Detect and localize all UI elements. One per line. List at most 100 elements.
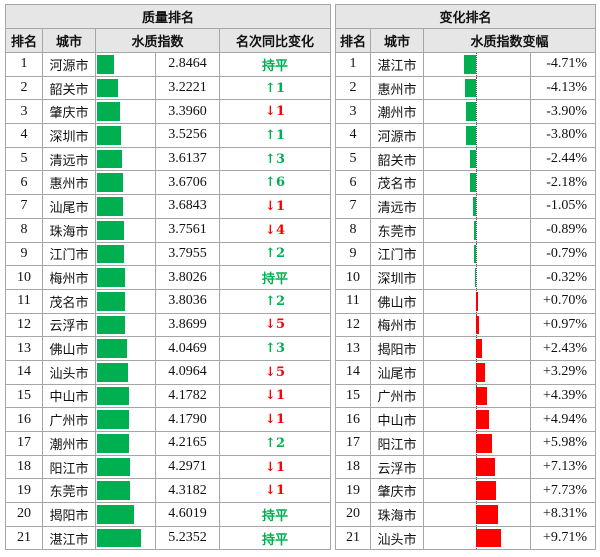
rank-cell: 4 (5, 123, 43, 148)
change-value: -4.71% (529, 52, 597, 77)
index-bar-cell (95, 75, 156, 101)
table-row: 6 茂名市 -2.18% (335, 170, 597, 196)
rank-change: ↓1 (218, 407, 332, 432)
city-cell: 东莞市 (42, 478, 96, 504)
table-row: 14 汕头市 4.0964 ↓5 (5, 359, 332, 385)
index-bar-cell (95, 288, 156, 314)
index-value: 3.7955 (155, 241, 220, 267)
table-row: 4 河源市 -3.80% (335, 123, 597, 148)
index-bar (97, 149, 123, 169)
change-bar-cell (423, 525, 531, 551)
index-value: 3.6137 (155, 146, 220, 172)
index-value: 4.6019 (155, 502, 220, 527)
table-row: 21 湛江市 5.2352 持平 (5, 525, 332, 551)
rank-cell: 1 (335, 52, 371, 77)
table-row: 2 韶关市 3.2221 ↑1 (5, 75, 332, 101)
change-bar (476, 410, 489, 429)
rank-change: ↓5 (218, 359, 332, 385)
city-cell: 云浮市 (370, 454, 424, 480)
city-cell: 潮州市 (42, 431, 96, 456)
city-cell: 珠海市 (42, 217, 96, 243)
change-bar-cell (423, 123, 531, 148)
index-bar-cell (95, 123, 156, 148)
index-bar (97, 291, 125, 311)
rank-change: ↑1 (218, 123, 332, 148)
city-cell: 东莞市 (370, 217, 424, 243)
index-bar (97, 126, 122, 145)
change-value: -3.80% (529, 123, 597, 148)
index-bar (97, 434, 130, 453)
table-row: 8 东莞市 -0.89% (335, 217, 597, 243)
index-value: 4.1790 (155, 407, 220, 432)
index-bar (97, 528, 141, 548)
rank-cell: 5 (335, 146, 371, 172)
table-row: 16 中山市 +4.94% (335, 407, 597, 432)
table-row: 14 汕尾市 +3.29% (335, 359, 597, 385)
change-bar (473, 220, 476, 240)
city-cell: 清远市 (42, 146, 96, 172)
change-bar-cell (423, 478, 531, 504)
index-value: 3.6843 (155, 194, 220, 219)
rank-change: ↓5 (218, 312, 332, 338)
index-value: 4.3182 (155, 478, 220, 504)
index-value: 3.8699 (155, 312, 220, 338)
quality-ranking-table: 质量排名 排名 城市 水质指数 名次同比变化 1 河源市 2.8464 持平 2 … (4, 4, 332, 551)
change-bar (476, 481, 497, 501)
rank-cell: 9 (5, 241, 43, 267)
rank-change: 持平 (218, 525, 332, 551)
change-bar-cell (423, 383, 531, 409)
rank-change: 持平 (218, 52, 332, 77)
index-bar-cell (95, 217, 156, 243)
rank-change: ↓4 (218, 217, 332, 243)
rank-change: ↓1 (218, 454, 332, 480)
city-cell: 深圳市 (42, 123, 96, 148)
rank-change: ↑2 (218, 431, 332, 456)
table-row: 13 佛山市 4.0469 ↑3 (5, 336, 332, 361)
index-bar (97, 197, 124, 216)
index-bar (97, 78, 118, 98)
city-cell: 茂名市 (42, 288, 96, 314)
city-cell: 汕头市 (42, 359, 96, 385)
index-bar (97, 102, 120, 122)
rank-cell: 8 (5, 217, 43, 243)
change-bar (473, 244, 476, 264)
table-row: 8 珠海市 3.7561 ↓4 (5, 217, 332, 243)
rank-cell: 10 (335, 265, 371, 290)
rank-cell: 21 (335, 525, 371, 551)
city-cell: 湛江市 (370, 52, 424, 77)
change-bar-cell (423, 99, 531, 125)
index-value: 3.7561 (155, 217, 220, 243)
table-row: 11 佛山市 +0.70% (335, 288, 597, 314)
city-cell: 河源市 (370, 123, 424, 148)
change-value: +3.29% (529, 359, 597, 385)
table-row: 7 清远市 -1.05% (335, 194, 597, 219)
rank-cell: 7 (5, 194, 43, 219)
table-row: 10 深圳市 -0.32% (335, 265, 597, 290)
change-value: -0.79% (529, 241, 597, 267)
rank-change: ↑2 (218, 241, 332, 267)
rank-change: ↑2 (218, 288, 332, 314)
change-bar-cell (423, 170, 531, 196)
change-value: +0.70% (529, 288, 597, 314)
index-value: 4.1782 (155, 383, 220, 409)
index-bar (97, 268, 125, 287)
change-bar (466, 126, 476, 145)
rank-cell: 2 (335, 75, 371, 101)
bar-axis (476, 266, 477, 289)
index-bar-cell (95, 194, 156, 219)
rank-cell: 15 (335, 383, 371, 409)
change-bar-cell (423, 241, 531, 267)
rank-cell: 14 (5, 359, 43, 385)
rank-cell: 12 (5, 312, 43, 338)
change-bar-cell (423, 312, 531, 338)
table-row: 12 云浮市 3.8699 ↓5 (5, 312, 332, 338)
table-row: 17 潮州市 4.2165 ↑2 (5, 431, 332, 456)
table-row: 3 潮州市 -3.90% (335, 99, 597, 125)
index-bar (97, 362, 128, 382)
table-row: 20 揭阳市 4.6019 持平 (5, 502, 332, 527)
index-bar (97, 481, 131, 501)
change-ranking-title: 变化排名 (334, 4, 597, 29)
index-bar-cell (95, 454, 156, 480)
change-value: -2.44% (529, 146, 597, 172)
change-bar (473, 197, 476, 216)
